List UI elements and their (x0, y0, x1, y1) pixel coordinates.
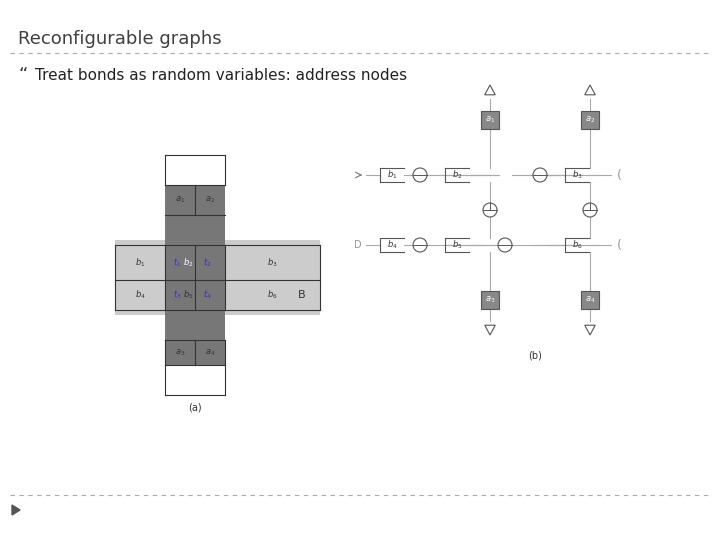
Text: $a_3$: $a_3$ (485, 295, 495, 305)
Text: $t_1$: $t_1$ (173, 256, 181, 269)
Text: $a_2$: $a_2$ (205, 195, 215, 205)
Text: $b_3$: $b_3$ (572, 168, 582, 181)
Circle shape (483, 203, 497, 217)
Text: “: “ (18, 66, 27, 84)
Text: (a): (a) (188, 402, 202, 412)
Text: $b_4$: $b_4$ (387, 239, 397, 251)
Text: (: ( (617, 239, 622, 252)
Text: $a_4$: $a_4$ (204, 347, 215, 357)
Polygon shape (485, 85, 495, 95)
Bar (481, 111, 499, 129)
Text: $b_5$: $b_5$ (451, 239, 462, 251)
Text: $t_3$: $t_3$ (173, 289, 181, 301)
Text: A: A (192, 165, 199, 175)
Bar (581, 291, 599, 309)
Text: $t_2$: $t_2$ (203, 256, 211, 269)
Polygon shape (12, 505, 20, 515)
Circle shape (583, 203, 597, 217)
Text: $b_2$: $b_2$ (183, 256, 193, 269)
Circle shape (498, 238, 512, 252)
Text: $b_6$: $b_6$ (572, 239, 582, 251)
Text: B: B (298, 290, 306, 300)
Text: $a_4$: $a_4$ (585, 295, 595, 305)
Bar (115, 240, 320, 315)
Polygon shape (585, 325, 595, 335)
Bar (481, 291, 499, 309)
Text: $a_1$: $a_1$ (175, 195, 185, 205)
Text: $b_4$: $b_4$ (135, 289, 145, 301)
Text: $b_2$: $b_2$ (451, 168, 462, 181)
Bar (581, 111, 599, 129)
Bar (165, 185, 225, 365)
Text: $b_1$: $b_1$ (387, 168, 397, 181)
Polygon shape (585, 85, 595, 95)
Text: $b_6$: $b_6$ (267, 289, 278, 301)
Text: D: D (354, 240, 362, 250)
Text: Treat bonds as random variables: address nodes: Treat bonds as random variables: address… (35, 68, 407, 83)
Text: $a_1$: $a_1$ (485, 115, 495, 125)
Text: $b_3$: $b_3$ (267, 256, 278, 269)
Circle shape (533, 168, 547, 182)
Circle shape (413, 168, 427, 182)
Bar (115, 240, 320, 315)
Polygon shape (485, 325, 495, 335)
Text: $t_4$: $t_4$ (202, 289, 212, 301)
Text: $b_1$: $b_1$ (135, 256, 145, 269)
Text: $a_2$: $a_2$ (585, 115, 595, 125)
Circle shape (413, 238, 427, 252)
Text: Reconfigurable graphs: Reconfigurable graphs (18, 30, 222, 48)
Text: (: ( (617, 168, 622, 181)
Text: (b): (b) (528, 350, 542, 360)
Text: $a_3$: $a_3$ (175, 347, 185, 357)
Text: $b_5$: $b_5$ (183, 289, 193, 301)
